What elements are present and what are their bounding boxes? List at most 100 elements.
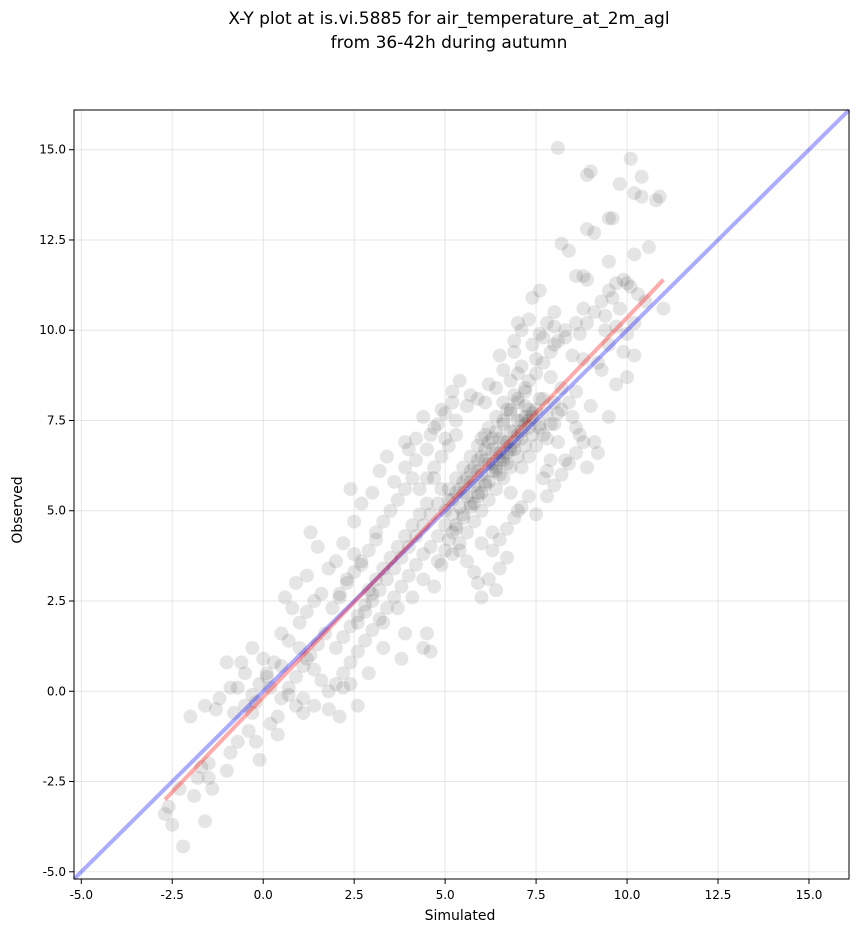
data-point (321, 702, 336, 717)
data-point (543, 370, 558, 385)
data-point (427, 420, 442, 435)
data-point (449, 413, 464, 428)
data-point (445, 384, 460, 399)
data-point (412, 507, 427, 522)
data-point (292, 615, 307, 630)
data-point (416, 640, 431, 655)
data-point (565, 348, 580, 363)
data-point (383, 503, 398, 518)
plot-frame (73, 109, 850, 880)
x-tick-label: 2.5 (345, 888, 364, 902)
data-point (394, 651, 409, 666)
data-point (350, 608, 365, 623)
x-tick-label: -2.5 (161, 888, 184, 902)
data-point (281, 687, 296, 702)
x-tick-label: 15.0 (796, 888, 823, 902)
data-point (569, 269, 584, 284)
data-point (394, 550, 409, 565)
data-point (521, 449, 536, 464)
data-point (452, 500, 467, 515)
data-point (630, 287, 645, 302)
data-point (499, 521, 514, 536)
data-point (492, 453, 507, 468)
x-tick-label: 10.0 (614, 888, 641, 902)
data-point (525, 406, 540, 421)
data-point (612, 301, 627, 316)
data-point (478, 442, 493, 457)
data-point (227, 705, 242, 720)
data-point (456, 485, 471, 500)
data-point (245, 640, 260, 655)
data-point (540, 406, 554, 421)
data-point (332, 590, 347, 605)
data-point (485, 525, 500, 540)
data-point (656, 301, 671, 316)
data-point (205, 781, 220, 796)
data-point (336, 680, 351, 695)
chart-title-line-1: X-Y plot at is.vi.5885 for air_temperatu… (228, 9, 669, 29)
data-point (441, 438, 456, 453)
data-point (350, 698, 365, 713)
data-points (157, 140, 671, 854)
data-point (540, 489, 554, 504)
data-point (525, 290, 540, 305)
data-point (296, 705, 311, 720)
data-point (489, 460, 504, 475)
data-point (438, 431, 453, 446)
data-point (383, 550, 398, 565)
data-point (514, 359, 529, 374)
data-point (634, 189, 649, 204)
data-point (518, 438, 533, 453)
data-point (536, 427, 551, 442)
data-point (409, 431, 424, 446)
data-point (423, 427, 438, 442)
data-point (627, 316, 642, 331)
data-point (550, 334, 565, 349)
data-point (288, 698, 303, 713)
data-point (554, 467, 569, 482)
data-point (263, 716, 278, 731)
data-point (620, 276, 635, 291)
data-point (394, 579, 409, 594)
data-point (489, 464, 504, 479)
y-tick-label: 0.0 (47, 684, 66, 698)
data-point (587, 305, 602, 320)
data-point (318, 626, 333, 641)
data-point (514, 323, 529, 338)
data-point (452, 482, 467, 497)
data-point (580, 222, 595, 237)
data-point (449, 485, 464, 500)
y-tick-label: 2.5 (47, 594, 66, 608)
data-point (543, 417, 558, 432)
x-tick-label: 12.5 (705, 888, 732, 902)
data-point (572, 326, 587, 341)
y-tick-label: -5.0 (43, 865, 66, 879)
data-point (525, 409, 540, 424)
data-point (401, 442, 416, 457)
data-point (496, 413, 511, 428)
data-point (372, 464, 387, 479)
data-point (234, 655, 249, 670)
data-point (310, 637, 325, 652)
data-point (518, 409, 533, 424)
data-point (558, 453, 573, 468)
data-point (532, 420, 547, 435)
data-point (463, 388, 478, 403)
data-point (499, 435, 514, 450)
data-point (609, 377, 624, 392)
data-point (470, 485, 485, 500)
data-point (583, 164, 598, 179)
data-point (590, 445, 605, 460)
data-point (296, 658, 311, 673)
data-point (510, 449, 525, 464)
data-point (620, 326, 635, 341)
data-point (350, 615, 365, 630)
data-point (263, 680, 278, 695)
data-point (252, 752, 267, 767)
data-point (510, 427, 525, 442)
data-point (427, 579, 442, 594)
data-point (398, 435, 413, 450)
data-point (474, 590, 489, 605)
data-point (387, 561, 402, 576)
data-point (336, 536, 351, 551)
